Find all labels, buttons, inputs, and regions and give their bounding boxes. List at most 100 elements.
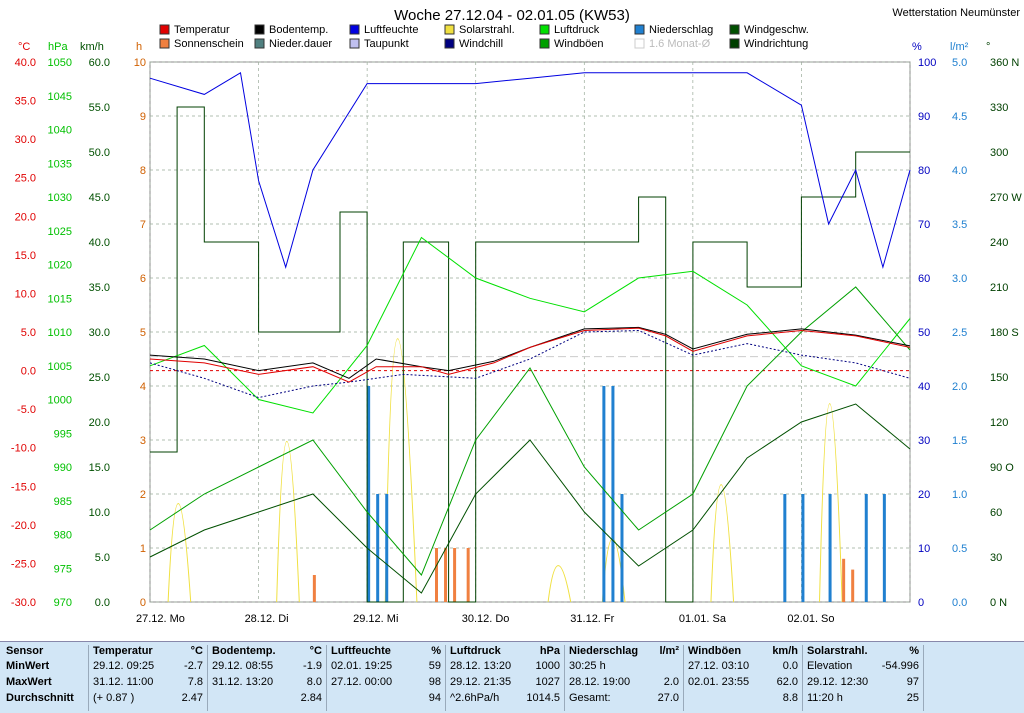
- precip-bar: [882, 494, 886, 602]
- deg-tick-label: 30: [990, 552, 1002, 564]
- kmh-tick-label: 30.0: [89, 327, 110, 339]
- stats-title: Luftfeuchte: [331, 645, 391, 657]
- stats-cell: (+ 0.87 ): [93, 692, 135, 704]
- chart-title: Woche 27.12.04 - 02.01.05 (KW53): [394, 7, 630, 24]
- legend-swatch: [634, 24, 645, 35]
- legend-swatch: [254, 24, 265, 35]
- stats-cell: 28.12. 19:00: [569, 676, 631, 688]
- hpa-tick-label: 980: [54, 530, 72, 542]
- stats-row: Elevation -54.996: [803, 660, 923, 676]
- precip-bar: [620, 494, 624, 602]
- kmh-tick-label: 10.0: [89, 507, 110, 519]
- temp-tick-label: 5.0: [21, 327, 36, 339]
- lm2-tick-label: 4.0: [952, 165, 967, 177]
- stats-cell: 11:20 h: [807, 692, 843, 704]
- x-tick-label: 27.12. Mo: [136, 613, 185, 625]
- legend-label: Nieder.dauer: [269, 38, 332, 50]
- legend-swatch: [254, 38, 265, 49]
- lm2-tick-label: 2.5: [952, 327, 967, 339]
- stats-unit: °C: [309, 645, 322, 657]
- stats-cell: 59: [428, 660, 441, 672]
- deg-tick-label: 0 N: [990, 597, 1007, 609]
- stats-cell: 7.8: [187, 676, 203, 688]
- h-tick-label: 7: [140, 219, 146, 231]
- stats-cell: Elevation: [807, 660, 853, 672]
- lm2-tick-label: 3.5: [952, 219, 967, 231]
- x-tick-label: 02.01. So: [787, 613, 834, 625]
- stats-row: 02.01. 23:55 62.0: [684, 676, 802, 692]
- stats-row: (+ 0.87 ) 2.47: [89, 692, 207, 708]
- deg-tick-label: 210: [990, 282, 1008, 294]
- precip-bar: [367, 386, 371, 602]
- legend-swatch: [444, 24, 455, 35]
- sunshine-bar: [453, 548, 457, 602]
- temp-tick-label: 35.0: [15, 96, 36, 108]
- legend-swatch: [444, 38, 455, 49]
- hpa-tick-label: 1010: [48, 327, 72, 339]
- stats-cell: 29.12. 21:35: [450, 676, 512, 688]
- lm2-tick-label: 5.0: [952, 57, 967, 69]
- stats-row: 30:25 h: [565, 660, 683, 676]
- pct-tick-label: 20: [918, 489, 930, 501]
- legend-label: Taupunkt: [364, 38, 409, 50]
- legend-swatch: [349, 24, 360, 35]
- stats-cell: 97: [906, 676, 919, 688]
- stats-cell: 2.0: [663, 676, 679, 688]
- hpa-tick-label: 1045: [48, 91, 72, 103]
- hpa-unit: hPa: [48, 41, 68, 53]
- lm2-tick-label: 3.0: [952, 273, 967, 285]
- stats-unit: %: [909, 645, 919, 657]
- legend-swatch: [159, 38, 170, 49]
- kmh-unit: km/h: [80, 41, 104, 53]
- deg-tick-label: 150: [990, 372, 1008, 384]
- stats-cell: -2.7: [184, 660, 203, 672]
- stats-cell: 02.01. 19:25: [331, 660, 393, 672]
- x-tick-label: 30.12. Do: [462, 613, 510, 625]
- stats-title: Sensor: [6, 645, 44, 657]
- lm2-tick-label: 1.5: [952, 435, 967, 447]
- stats-header: Bodentemp. °C: [208, 645, 326, 660]
- temp-tick-label: -15.0: [11, 481, 36, 493]
- stats-cell: 94: [428, 692, 441, 704]
- hpa-tick-label: 1030: [48, 192, 72, 204]
- stats-cell: MinWert: [6, 660, 50, 672]
- h-tick-label: 9: [140, 111, 146, 123]
- weather-chart: Woche 27.12.04 - 02.01.05 (KW53) Wetters…: [10, 7, 1023, 625]
- x-tick-label: 29.12. Mi: [353, 613, 398, 625]
- humidity-line: [149, 71, 911, 270]
- stats-cell: 31.12. 13:20: [212, 676, 274, 688]
- stats-cell: 8.0: [306, 676, 322, 688]
- hpa-tick-label: 970: [54, 597, 72, 609]
- legend-swatch: [634, 38, 645, 49]
- stats-column: Solarstrahl.% Elevation -54.996 29.12. 12:3…: [803, 645, 924, 711]
- deg-tick-label: 360 N: [990, 57, 1019, 69]
- h-unit: h: [136, 41, 142, 53]
- solar-peak: [384, 338, 418, 603]
- pct-tick-label: 100: [918, 57, 936, 69]
- temp-tick-label: 25.0: [15, 173, 36, 185]
- hpa-tick-label: 1020: [48, 260, 72, 272]
- legend-swatch: [159, 24, 170, 35]
- stats-cell: Durchschnitt: [6, 692, 74, 704]
- sunshine-bar: [851, 569, 855, 602]
- kmh-tick-label: 50.0: [89, 147, 110, 159]
- stats-cell: 27.12. 00:00: [331, 676, 393, 688]
- stats-row: ^2.6hPa/h 1014.5: [446, 692, 564, 708]
- precip-bar: [602, 386, 606, 602]
- temp-tick-label: 20.0: [15, 211, 36, 223]
- stats-cell: 29.12. 12:30: [807, 676, 869, 688]
- pct-unit: %: [912, 41, 922, 53]
- legend: Temperatur Sonnenschein Bodentemp. Nieder.d…: [159, 24, 809, 50]
- temp-tick-label: 10.0: [15, 288, 36, 300]
- sunshine-bar: [466, 548, 470, 602]
- stats-row: 11:20 h 25: [803, 692, 923, 708]
- kmh-tick-label: 45.0: [89, 192, 110, 204]
- stats-title: Bodentemp.: [212, 645, 276, 657]
- h-tick-label: 4: [140, 381, 146, 393]
- stats-column: Windböen km/h 27.12. 03:10 0.0 02.01. 23:55 6…: [684, 645, 803, 711]
- stats-column: Bodentemp. °C 29.12. 08:55 -1.9 31.12. 13:20…: [208, 645, 327, 711]
- deg-tick-label: 60: [990, 507, 1002, 519]
- stats-cell: -1.9: [303, 660, 322, 672]
- stats-cell: 27.0: [657, 692, 679, 704]
- temp-tick-label: 15.0: [15, 250, 36, 262]
